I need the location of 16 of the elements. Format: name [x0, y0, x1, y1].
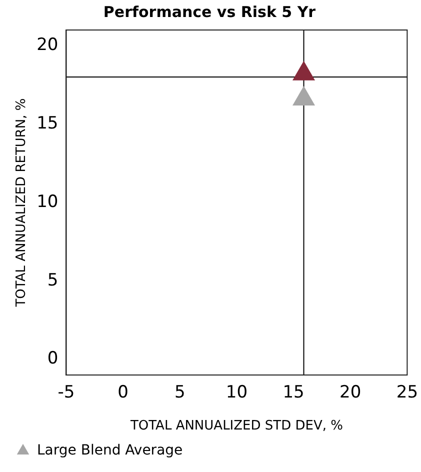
y-tick-label: 15 [36, 114, 58, 134]
y-tick-label: 5 [47, 270, 58, 290]
y-axis-title: TOTAL ANNUALIZED RETURN, % [14, 98, 30, 308]
x-tick-label: 5 [174, 382, 186, 403]
x-tick-label: 20 [340, 382, 362, 403]
y-tick-label: 10 [36, 192, 58, 212]
x-tick-label: 15 [282, 382, 304, 403]
chart-title: Performance vs Risk 5 Yr [103, 2, 316, 21]
x-tick-label: -5 [58, 382, 75, 403]
y-tick-label: 20 [36, 35, 58, 56]
legend-label: Large Blend Average [37, 442, 183, 459]
x-tick-label: 0 [118, 382, 128, 403]
x-tick-label: 10 [226, 382, 248, 403]
x-tick-label: 25 [396, 382, 418, 403]
x-axis-title: TOTAL ANNUALIZED STD DEV, % [129, 418, 343, 434]
y-tick-label: 0 [47, 348, 58, 369]
